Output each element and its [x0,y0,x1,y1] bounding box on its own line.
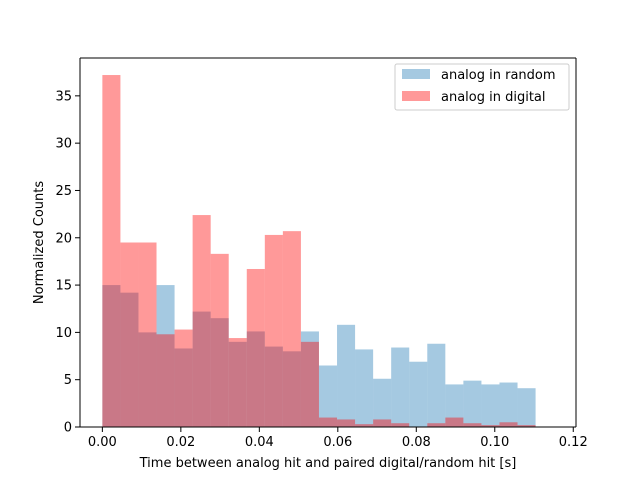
bar-series-1-bin-3 [156,334,175,427]
x-tick-label: 0.12 [559,435,588,450]
y-tick-label: 20 [55,231,72,246]
x-tick-label: 0.02 [166,435,195,450]
bar-series-1-bin-4 [174,329,193,427]
bar-series-0-bin-18 [427,343,446,427]
y-tick-label: 30 [55,137,72,152]
y-axis-ticks: 0 5 10 15 20 25 30 35 [55,89,80,436]
bar-series-1-bin-15 [373,419,392,427]
bar-series-0-bin-6 [210,318,229,427]
bar-series-0-bin-23 [517,388,536,427]
bar-series-0-bin-1 [120,292,139,427]
bar-series-1-bin-10 [282,231,301,427]
bar-series-0-bin-15 [373,378,392,427]
x-axis-label: Time between analog hit and paired digit… [139,456,517,471]
bar-series-1-bin-16 [391,423,410,427]
legend-label-digital: analog in digital [441,90,546,105]
bar-series-0-bin-21 [481,384,500,427]
bar-series-1-bin-11 [300,341,319,427]
y-tick-label: 15 [55,279,72,294]
bar-series-0-bin-9 [264,346,283,427]
y-tick-label: 10 [55,326,72,341]
bar-series-1-bin-6 [210,253,229,427]
legend: analog in random analog in digital [394,63,570,111]
bar-series-0-bin-20 [463,380,482,427]
plot-area [80,58,576,427]
bar-series-0-bin-2 [138,332,157,427]
bar-series-0-bin-22 [499,382,518,427]
bar-series-0-bin-3 [156,285,175,427]
bar-series-1-bin-5 [192,215,211,427]
bar-series-1-bin-21 [481,425,500,427]
bar-series-0-bin-10 [282,351,301,427]
bar-series-0-bin-19 [445,384,464,427]
legend-swatch-digital [402,91,430,101]
bars-layer [102,75,536,427]
bar-series-1-bin-9 [264,234,283,427]
bar-series-0-bin-4 [174,348,193,427]
x-tick-label: 0.00 [88,435,117,450]
bar-series-1-bin-14 [355,424,374,427]
legend-frame [394,63,570,111]
bar-series-0-bin-8 [246,331,265,427]
bar-series-1-bin-18 [427,423,446,427]
bar-series-0-bin-13 [337,324,356,427]
legend-label-random: analog in random [441,68,556,83]
legend-swatch-random [402,69,430,79]
bar-series-1-bin-20 [463,423,482,427]
bar-series-0-bin-0 [102,285,121,427]
bar-series-1-bin-1 [120,242,139,427]
bar-series-1-bin-19 [445,417,464,427]
bar-series-0-bin-5 [192,311,211,427]
bar-series-0-bin-16 [391,347,410,427]
bar-series-1-bin-0 [102,75,121,427]
y-tick-label: 0 [64,421,72,436]
bar-series-0-bin-12 [318,365,338,427]
bar-series-1-bin-2 [138,242,157,427]
bar-series-1-bin-12 [318,417,338,427]
bar-series-0-bin-7 [228,341,247,427]
y-tick-label: 5 [64,373,72,388]
x-tick-label: 0.06 [323,435,352,450]
y-tick-label: 25 [55,184,72,199]
y-axis-label: Normalized Counts [32,181,47,304]
bar-series-1-bin-7 [228,338,247,427]
bar-series-1-bin-8 [246,268,265,427]
bar-series-0-bin-11 [300,331,319,427]
bar-series-1-bin-13 [337,419,356,427]
y-tick-label: 35 [55,89,72,104]
x-tick-label: 0.10 [480,435,509,450]
x-tick-label: 0.04 [245,435,274,450]
x-axis-ticks: 0.00 0.02 0.04 0.06 0.08 0.10 0.12 [88,427,588,450]
x-tick-label: 0.08 [402,435,431,450]
bar-series-1-bin-23 [517,425,536,427]
bar-series-0-bin-14 [355,349,374,427]
bar-series-0-bin-17 [409,361,428,427]
bar-series-1-bin-22 [499,422,518,427]
